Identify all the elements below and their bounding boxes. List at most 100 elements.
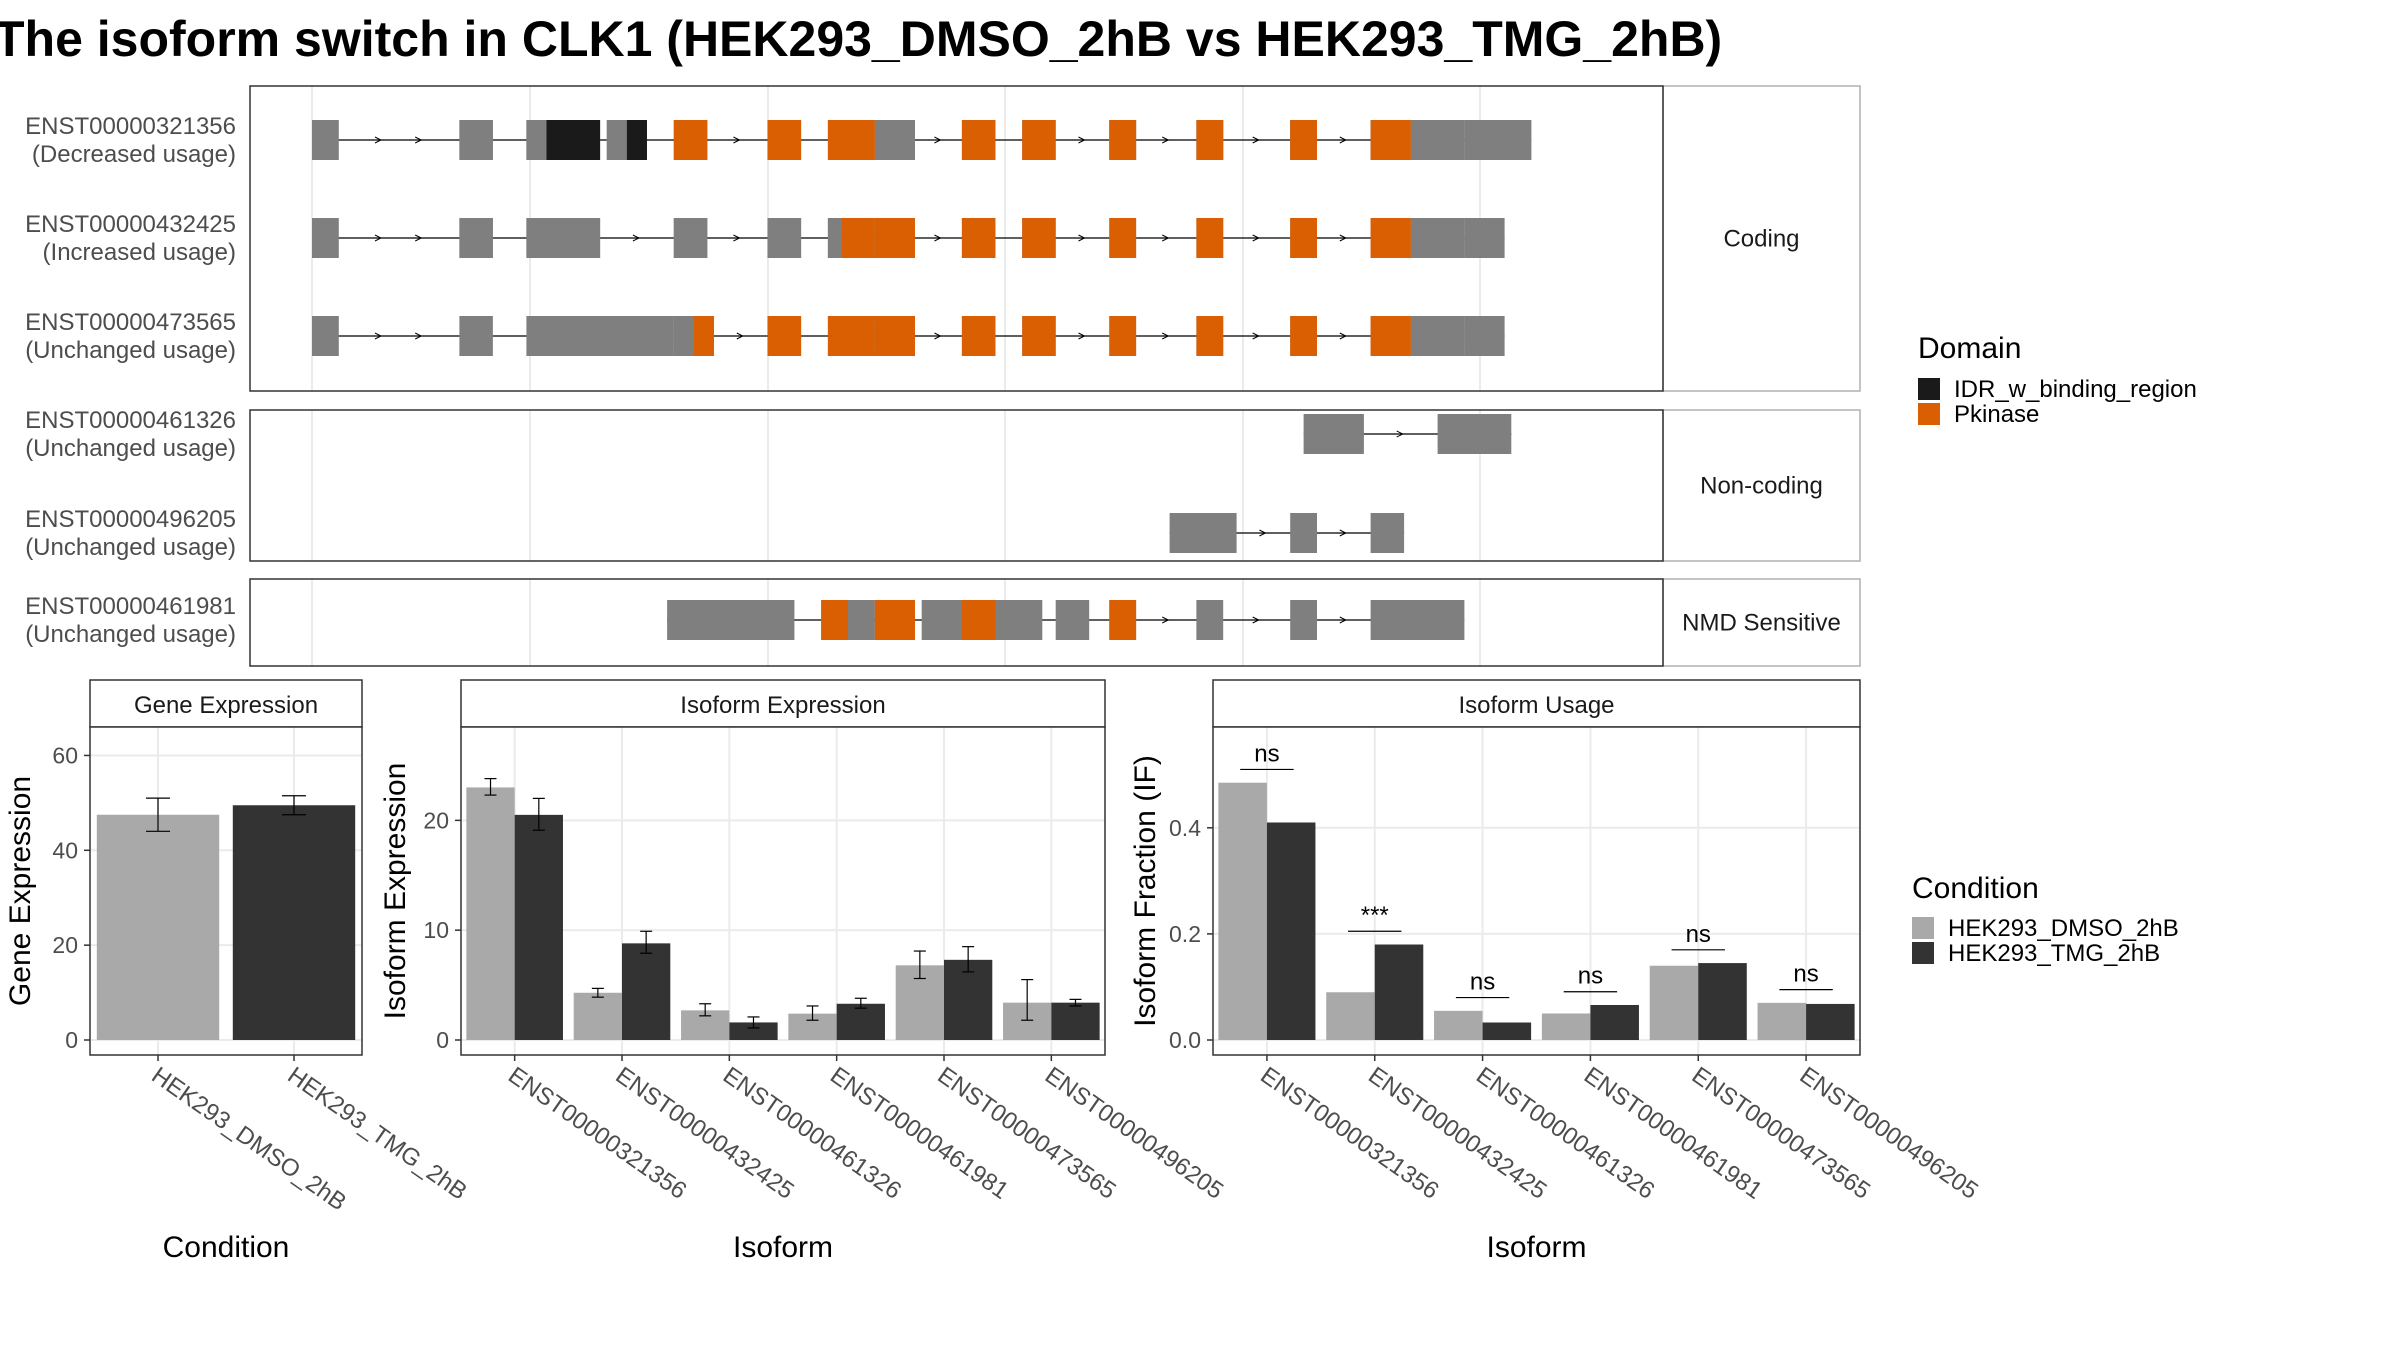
bar <box>1326 992 1375 1040</box>
exon-block <box>459 316 493 356</box>
coding-block <box>673 218 708 258</box>
pkinase-domain-block <box>1196 316 1224 356</box>
pkinase-domain-block <box>961 316 996 356</box>
condition-legend-label: HEK293_DMSO_2hB <box>1948 915 2179 942</box>
strand-arrow <box>1339 616 1347 624</box>
transcript-id-label: ENST00000461981 <box>25 593 236 620</box>
chart-strip <box>1212 679 1861 728</box>
y-axis-title: Isoform Expression <box>379 763 412 1020</box>
transcript-usage-label: (Unchanged usage) <box>25 435 236 462</box>
strand-arrow <box>1396 430 1404 438</box>
strand-arrow <box>1339 529 1347 537</box>
strand-arrow <box>414 136 423 144</box>
coding-block <box>526 218 601 258</box>
x-axis-title: Isoform <box>733 1231 833 1264</box>
exon-block <box>1464 120 1532 160</box>
chart-panel <box>461 727 1105 1055</box>
significance-label: ns <box>1470 969 1495 996</box>
condition-legend-key <box>1912 917 1934 939</box>
y-tick-label: 20 <box>423 807 449 833</box>
pkinase-domain-block <box>1290 120 1317 160</box>
condition-legend-title: Condition <box>1912 872 2039 905</box>
strand-arrow <box>736 332 744 340</box>
domain-legend-key <box>1918 403 1940 425</box>
bar <box>1757 1002 1807 1040</box>
condition-legend-label: HEK293_TMG_2hB <box>1948 940 2160 967</box>
pkinase-domain-block <box>827 316 875 356</box>
x-tick-label: ENST00000432425 <box>1363 1062 1551 1205</box>
strand-arrow <box>1162 332 1170 340</box>
x-tick-label: ENST00000473565 <box>933 1062 1121 1205</box>
bar <box>1698 963 1747 1040</box>
pkinase-domain-block <box>1109 120 1137 160</box>
exon-block <box>1437 414 1512 454</box>
bar <box>729 1022 778 1040</box>
bar <box>1434 1010 1483 1040</box>
transcript-usage-label: (Unchanged usage) <box>25 621 236 648</box>
bar <box>96 814 220 1040</box>
pkinase-domain-block <box>1370 120 1411 160</box>
strand-arrow <box>1339 332 1347 340</box>
pkinase-domain-block <box>1022 218 1056 258</box>
panel-strip-label: NMD Sensitive <box>1682 610 1841 637</box>
transcript-usage-label: (Unchanged usage) <box>25 337 236 364</box>
pkinase-domain-block <box>1370 316 1411 356</box>
bar <box>232 805 356 1040</box>
pkinase-domain-block <box>1290 316 1317 356</box>
x-axis-title: Isoform <box>1486 1231 1586 1264</box>
exon-block <box>1410 218 1465 258</box>
panel-strip-label: Coding <box>1723 226 1799 253</box>
y-axis-title: Isoform Fraction (IF) <box>1129 755 1162 1027</box>
idr-domain-block <box>626 120 647 160</box>
significance-label: ns <box>1793 961 1818 988</box>
coding-block <box>526 120 547 160</box>
pkinase-domain-block <box>1290 218 1317 258</box>
exon-block <box>1169 513 1237 553</box>
bar <box>1806 1003 1855 1040</box>
strand-arrow <box>1078 332 1086 340</box>
strand-arrow <box>1162 616 1170 624</box>
coding-block <box>673 316 694 356</box>
significance-label: ns <box>1686 921 1711 948</box>
bar <box>1374 944 1424 1040</box>
coding-block <box>606 120 627 160</box>
exon-block <box>1290 513 1317 553</box>
domain-legend-label: IDR_w_binding_region <box>1954 376 2197 403</box>
condition-legend-key <box>1912 942 1934 964</box>
x-tick-label: ENST00000461326 <box>718 1062 906 1205</box>
strand-arrow <box>1259 529 1267 537</box>
pkinase-domain-block <box>874 600 915 640</box>
transcript-usage-label: (Increased usage) <box>43 239 236 266</box>
pkinase-domain-block <box>693 316 714 356</box>
strand-arrow <box>1078 234 1086 242</box>
pkinase-domain-block <box>1196 218 1224 258</box>
pkinase-domain-block <box>1022 120 1056 160</box>
transcript-id-label: ENST00000496205 <box>25 506 236 533</box>
transcript-panel-border <box>249 578 1664 667</box>
chart-panel-border <box>1212 726 1861 1056</box>
strand-arrow <box>934 234 942 242</box>
y-tick-label: 0.4 <box>1169 815 1201 841</box>
pkinase-domain-block <box>1109 218 1137 258</box>
bar <box>466 787 515 1040</box>
exon-block <box>1290 600 1317 640</box>
strand-arrow <box>1339 136 1347 144</box>
strand-arrow <box>1252 234 1260 242</box>
pkinase-domain-block <box>1022 316 1056 356</box>
exon-block <box>312 316 339 356</box>
pkinase-domain-block <box>874 218 915 258</box>
y-tick-label: 60 <box>52 742 78 768</box>
pkinase-domain-block <box>1109 316 1137 356</box>
domain-legend-label: Pkinase <box>1954 401 2039 428</box>
transcript-usage-label: (Unchanged usage) <box>25 534 236 561</box>
x-tick-label: ENST00000461981 <box>1579 1062 1767 1205</box>
x-tick-label: ENST00000432425 <box>611 1062 799 1205</box>
bar <box>622 943 671 1040</box>
transcript-panel-border <box>249 409 1664 562</box>
x-tick-label: ENST00000496205 <box>1795 1062 1983 1205</box>
strand-arrow <box>1339 234 1347 242</box>
coding-block <box>827 218 842 258</box>
significance-label: ns <box>1254 740 1279 767</box>
